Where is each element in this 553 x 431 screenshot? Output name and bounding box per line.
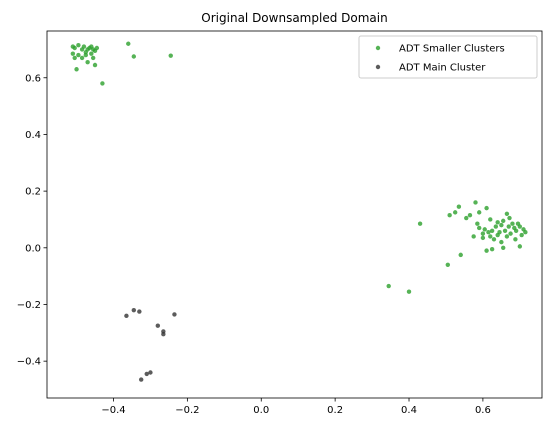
legend-marker: [375, 64, 381, 70]
main-cluster-point: [155, 323, 161, 328]
smaller-cluster-point: [510, 221, 515, 226]
x-tick-label: 0.2: [327, 405, 343, 416]
smaller-cluster-point: [131, 54, 137, 59]
legend-label: ADT Smaller Clusters: [399, 44, 505, 55]
legend: ADT Smaller Clusters ADT Main Cluster: [358, 35, 538, 79]
y-tick-label: 0.0: [25, 243, 41, 254]
smaller-cluster-point: [497, 230, 502, 235]
smaller-cluster-point: [519, 232, 524, 238]
smaller-cluster-point: [72, 55, 77, 61]
smaller-cluster-point: [486, 230, 491, 235]
smaller-cluster-point: [92, 62, 98, 68]
smaller-cluster-point: [480, 231, 486, 236]
smaller-cluster-point: [499, 222, 504, 228]
smaller-cluster-point: [495, 220, 500, 225]
legend-box: [358, 35, 538, 79]
smaller-cluster-point: [81, 44, 87, 49]
smaller-cluster-point: [480, 235, 486, 241]
smaller-cluster-point: [484, 248, 489, 253]
legend-label: ADT Main Cluster: [399, 63, 486, 74]
smaller-cluster-point: [89, 51, 94, 56]
smaller-cluster-point: [456, 204, 462, 209]
smaller-cluster-point: [445, 262, 451, 268]
smaller-cluster-point: [501, 245, 506, 250]
smaller-cluster-point: [458, 252, 463, 258]
smaller-cluster-point: [507, 215, 512, 221]
smaller-cluster-point: [168, 53, 173, 58]
smaller-cluster-point: [94, 45, 100, 51]
smaller-cluster-point: [489, 247, 495, 252]
legend-entries: ADT Smaller Clusters ADT Main Cluster: [375, 44, 505, 74]
main-cluster-point: [148, 370, 153, 375]
smaller-cluster-point: [100, 81, 105, 86]
x-axis: −0.4 −0.2 0.0 0.2 0.4 0.6: [101, 398, 491, 416]
smaller-cluster-point: [501, 218, 506, 224]
chart-title: Original Downsampled Domain: [201, 11, 387, 25]
smaller-cluster-point: [517, 244, 523, 249]
smaller-cluster-point: [467, 213, 473, 218]
smaller-cluster-point: [504, 234, 510, 239]
smaller-cluster-point: [452, 210, 458, 215]
smaller-cluster-point: [406, 289, 412, 294]
smaller-cluster-point: [488, 234, 493, 239]
main-cluster-point: [172, 312, 177, 317]
smaller-cluster-point: [76, 52, 81, 58]
smaller-cluster-point: [508, 231, 513, 236]
smaller-cluster-point: [74, 67, 79, 72]
y-tick-label: 0.4: [25, 130, 41, 141]
smaller-cluster-point: [473, 200, 478, 205]
smaller-cluster-point: [484, 205, 489, 211]
main-cluster-point: [137, 309, 142, 314]
smaller-cluster-point: [79, 55, 85, 61]
smaller-cluster-point: [76, 42, 81, 48]
smaller-cluster-point: [489, 228, 495, 233]
main-cluster-point: [138, 377, 144, 382]
x-tick-label: 0.4: [401, 405, 417, 416]
x-tick-label: −0.4: [101, 405, 125, 416]
smaller-cluster-point: [502, 228, 508, 233]
main-cluster-point: [131, 307, 137, 313]
smaller-cluster-point: [85, 59, 90, 65]
smaller-cluster-point: [83, 52, 88, 58]
x-tick-label: 0.0: [253, 405, 269, 416]
smaller-cluster-point: [447, 213, 452, 218]
smaller-cluster-point: [471, 234, 476, 239]
smaller-cluster-point: [513, 228, 519, 233]
y-tick-label: −0.2: [17, 300, 41, 311]
y-tick-label: −0.4: [17, 357, 41, 368]
axes-frame: [46, 30, 543, 399]
smaller-cluster-point: [70, 51, 76, 56]
smaller-cluster-point: [517, 224, 523, 229]
smaller-cluster-point: [126, 41, 131, 46]
y-tick-label: 0.2: [25, 187, 41, 198]
smaller-cluster-point: [417, 221, 423, 226]
smaller-cluster-point: [513, 237, 518, 242]
legend-marker: [375, 45, 381, 51]
smaller-cluster-point: [493, 224, 499, 229]
smaller-cluster-point: [506, 224, 511, 229]
main-cluster-point: [124, 313, 129, 319]
smaller-cluster-point: [477, 210, 482, 215]
smaller-cluster-point: [386, 283, 391, 289]
smaller-cluster-point: [491, 237, 497, 242]
smaller-cluster-point: [72, 45, 77, 51]
x-tick-label: 0.6: [475, 405, 491, 416]
smaller-cluster-point: [90, 55, 96, 61]
smaller-cluster-point: [523, 230, 528, 235]
y-axis: −0.4 −0.2 0.0 0.2 0.4 0.6: [17, 73, 47, 368]
main-cluster-point: [144, 371, 149, 377]
main-cluster-point: [161, 332, 166, 337]
smaller-cluster-point: [482, 227, 487, 232]
x-tick-label: −0.2: [175, 405, 199, 416]
smaller-cluster-point: [475, 221, 480, 226]
smaller-cluster-point: [504, 211, 510, 216]
y-tick-label: 0.6: [25, 73, 41, 84]
points-layer: [70, 41, 528, 382]
smaller-cluster-point: [464, 215, 469, 221]
smaller-cluster-point: [488, 217, 493, 222]
smaller-cluster-point: [499, 239, 504, 245]
smaller-cluster-point: [477, 225, 482, 231]
